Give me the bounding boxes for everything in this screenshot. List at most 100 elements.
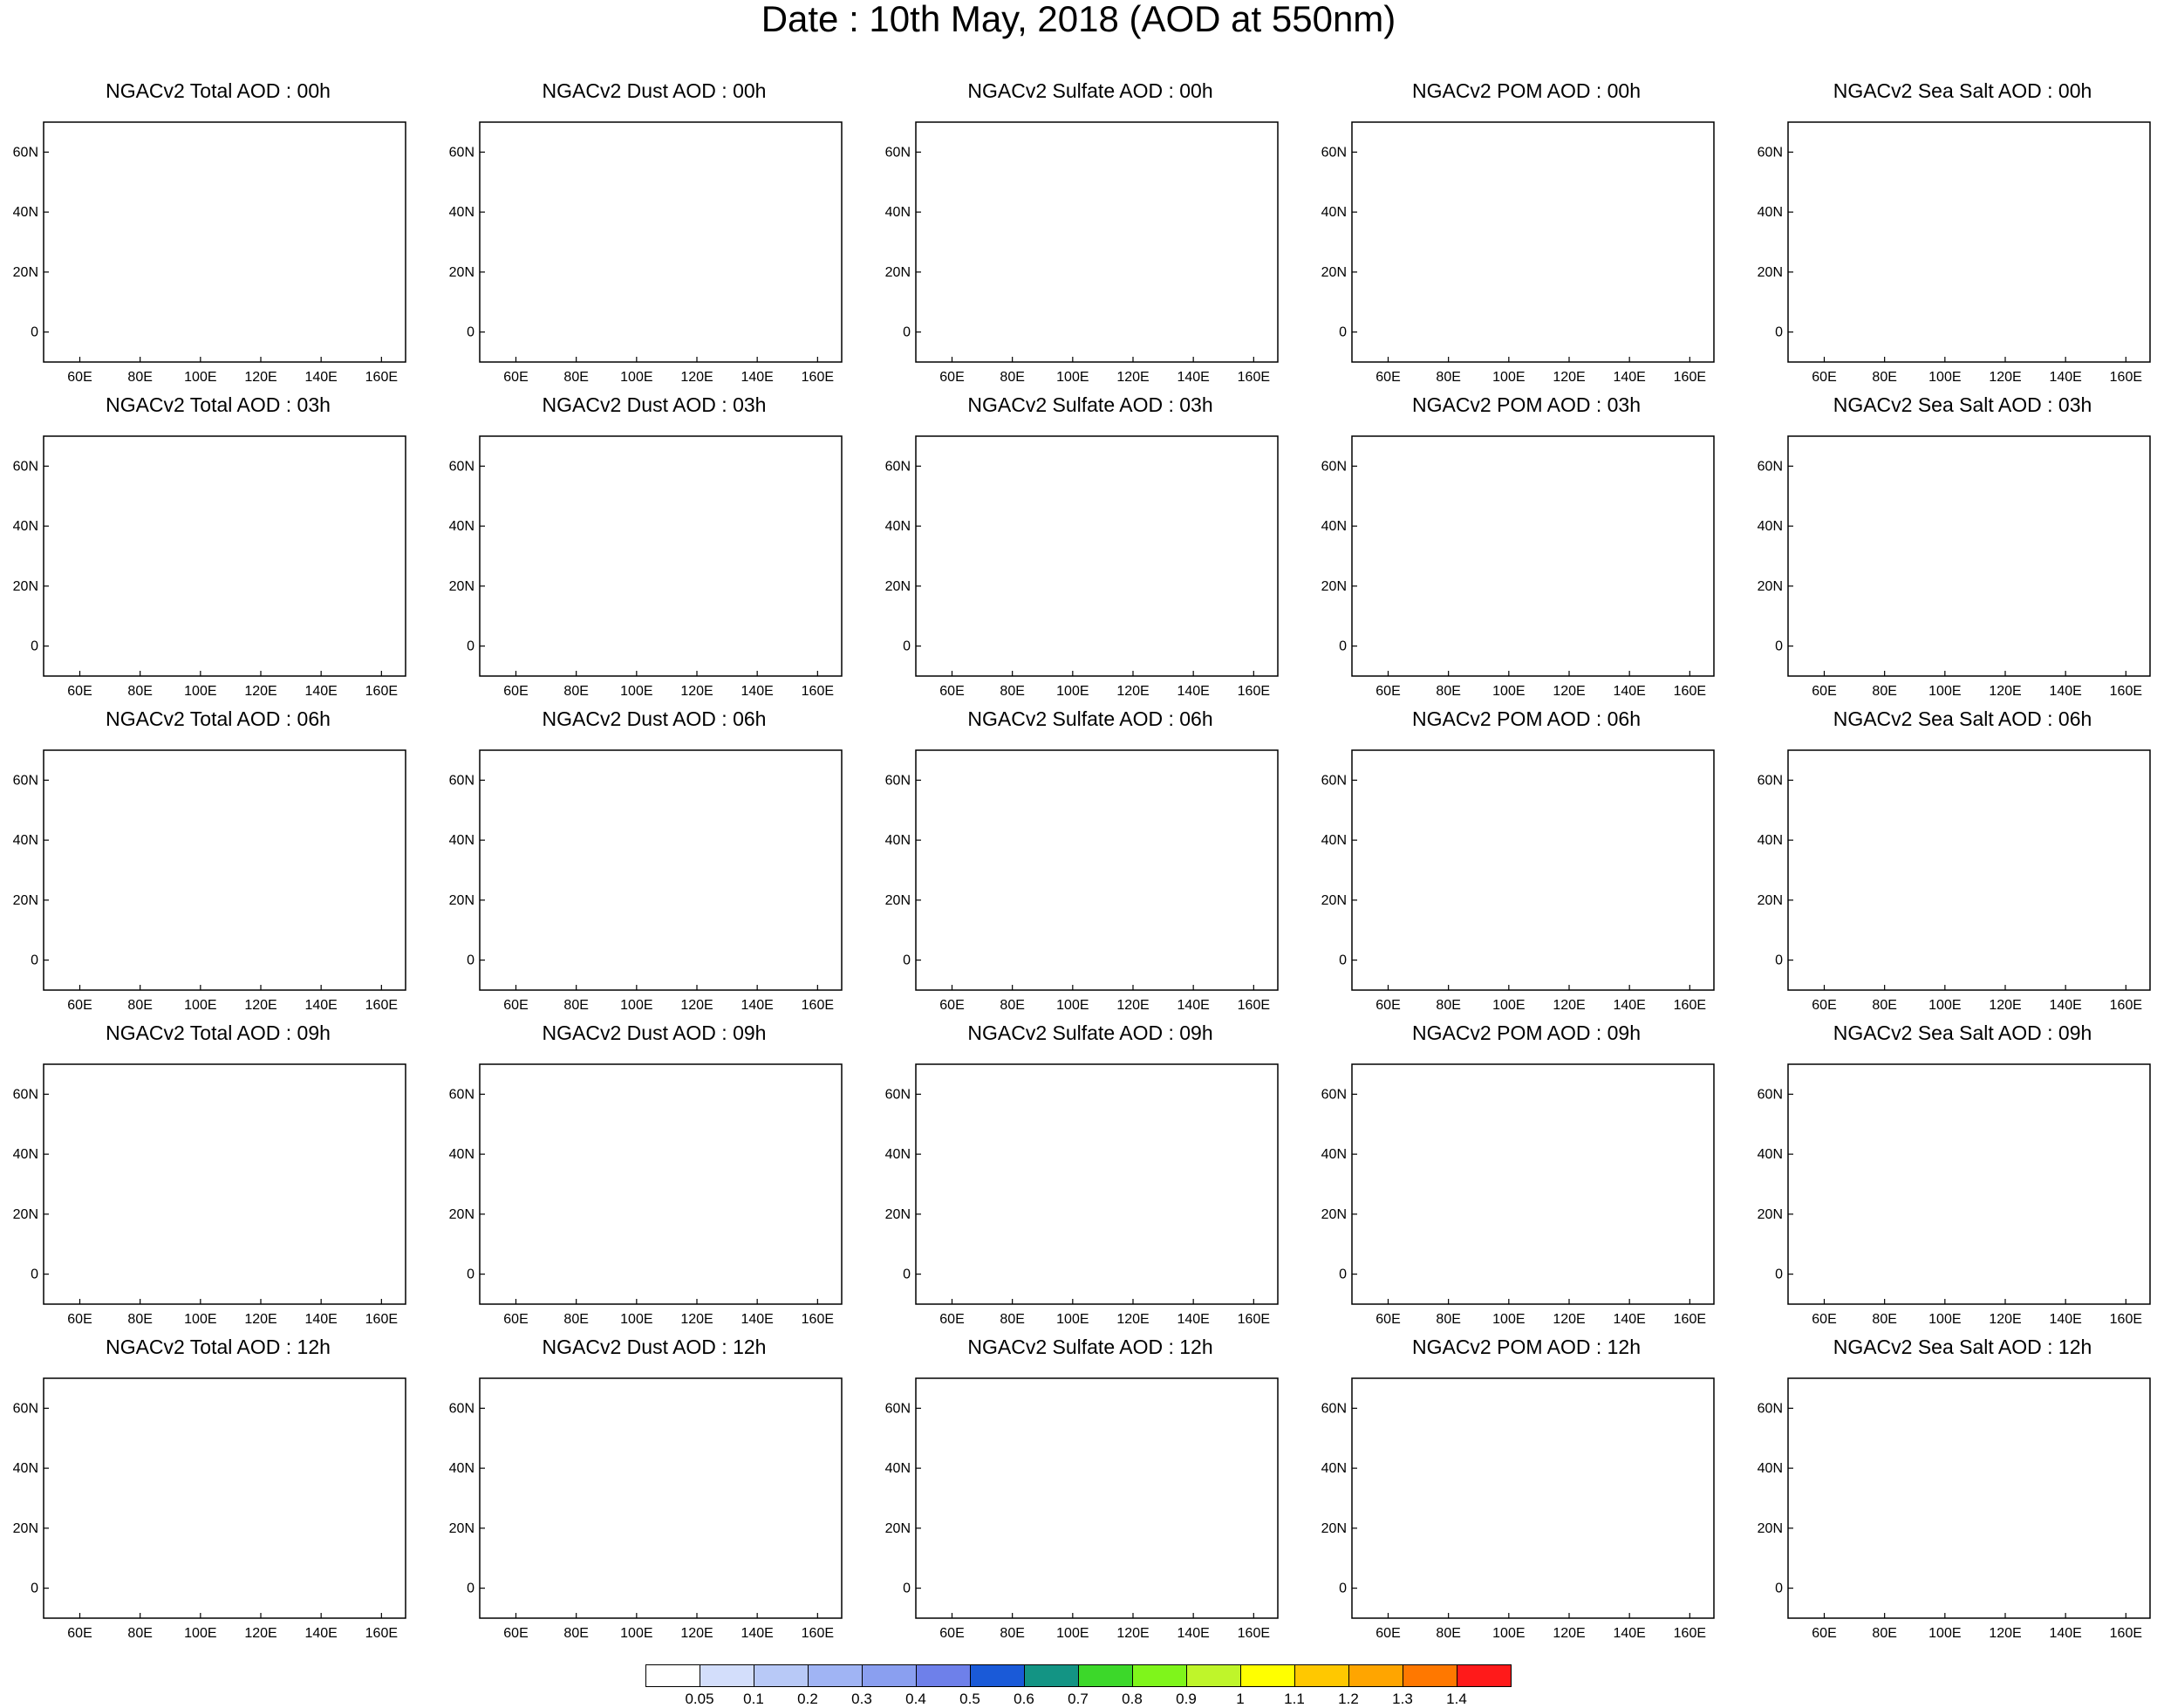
lon-tick-label: 100E xyxy=(1492,1312,1525,1327)
map-frame xyxy=(479,1377,843,1619)
lat-tick-label: 60N xyxy=(13,1087,38,1102)
lat-tick-label: 60N xyxy=(885,1087,911,1102)
lat-tick-label: 40N xyxy=(1758,1147,1783,1162)
lon-tick-label: 140E xyxy=(2049,1312,2081,1327)
lat-tick-label: 0 xyxy=(1339,1267,1347,1282)
lon-tick-label: 120E xyxy=(1989,1626,2021,1641)
panel-title: NGACv2 Total AOD : 00h xyxy=(106,79,331,102)
lon-tick-label: 140E xyxy=(1177,1626,1209,1641)
lat-tick-label: 40N xyxy=(1758,205,1783,220)
map-panel-total-12h: NGACv2 Total AOD : 12h 60E 80E 100E 120E 140E… xyxy=(0,1335,436,1649)
panel-title: NGACv2 Sea Salt AOD : 12h xyxy=(1833,1336,2092,1358)
lat-tick-label: 20N xyxy=(1321,893,1347,908)
lat-tick-label: 60N xyxy=(449,1401,474,1416)
colorbar-label: 0.4 xyxy=(905,1691,926,1707)
lon-tick-label: 100E xyxy=(1492,370,1525,385)
lat-tick-label: 20N xyxy=(885,1521,911,1536)
lon-tick-label: 80E xyxy=(563,684,588,699)
panel-title: NGACv2 Sea Salt AOD : 06h xyxy=(1833,707,2092,730)
lon-tick-label: 140E xyxy=(304,684,337,699)
lon-tick-label: 120E xyxy=(1116,370,1149,385)
lon-tick-label: 140E xyxy=(741,1312,773,1327)
map-frame xyxy=(1351,435,1715,677)
map-panel-sulfate-12h: NGACv2 Sulfate AOD : 12h 60E 80E 100E 120E 14… xyxy=(872,1335,1308,1649)
map-plot: 60E 80E 100E 120E 140E 160E 60N 40N 20N 0 xyxy=(885,1377,1279,1641)
lon-tick-label: 160E xyxy=(1238,684,1270,699)
lat-tick-label: 20N xyxy=(885,265,911,280)
lon-tick-label: 100E xyxy=(1056,998,1089,1013)
lat-tick-label: 40N xyxy=(1758,833,1783,848)
lon-tick-label: 160E xyxy=(1238,1312,1270,1327)
lon-tick-label: 160E xyxy=(2110,1626,2142,1641)
colorbar-swatch xyxy=(1294,1664,1349,1687)
lat-tick-label: 0 xyxy=(1775,1267,1783,1282)
lon-tick-label: 140E xyxy=(1177,370,1209,385)
map-panel-dust-00h: NGACv2 Dust AOD : 00h 60E 80E 100E 120E 140E 1… xyxy=(436,79,872,393)
colorbar-swatch xyxy=(970,1664,1025,1687)
colorbar-label: 1.3 xyxy=(1392,1691,1413,1707)
colorbar-swatch xyxy=(1186,1664,1241,1687)
lon-tick-label: 160E xyxy=(802,998,834,1013)
lat-tick-label: 40N xyxy=(1758,1461,1783,1476)
lon-tick-label: 120E xyxy=(1553,370,1585,385)
lon-tick-label: 60E xyxy=(1812,1312,1836,1327)
lat-tick-label: 0 xyxy=(1775,953,1783,968)
lon-tick-label: 100E xyxy=(1928,1312,1961,1327)
map-plot: 60E 80E 100E 120E 140E 160E 60N 40N 20N 0 xyxy=(1321,121,1715,385)
map-plot: 60E 80E 100E 120E 140E 160E 60N 40N 20N 0 xyxy=(13,749,406,1013)
colorbar-swatch xyxy=(808,1664,863,1687)
lon-tick-label: 80E xyxy=(1000,1312,1024,1327)
map-plot: 60E 80E 100E 120E 140E 160E 60N 40N 20N 0 xyxy=(1758,435,2151,699)
panel-title: NGACv2 Sea Salt AOD : 03h xyxy=(1833,393,2092,416)
lon-tick-label: 140E xyxy=(1613,370,1645,385)
lon-tick-label: 80E xyxy=(1000,998,1024,1013)
lon-tick-label: 60E xyxy=(503,684,528,699)
lon-tick-label: 140E xyxy=(2049,998,2081,1013)
panel-title: NGACv2 Sulfate AOD : 12h xyxy=(967,1336,1213,1358)
lat-tick-label: 0 xyxy=(467,953,474,968)
lon-tick-label: 120E xyxy=(1989,998,2021,1013)
lon-tick-label: 60E xyxy=(67,1312,92,1327)
lon-tick-label: 140E xyxy=(1613,1626,1645,1641)
lat-tick-label: 20N xyxy=(13,893,38,908)
lat-tick-label: 20N xyxy=(1758,1207,1783,1222)
lon-tick-label: 140E xyxy=(741,1626,773,1641)
map-plot: 60E 80E 100E 120E 140E 160E 60N 40N 20N 0 xyxy=(1758,121,2151,385)
lon-tick-label: 120E xyxy=(1553,684,1585,699)
lat-tick-label: 0 xyxy=(903,1267,911,1282)
lon-tick-label: 160E xyxy=(2110,998,2142,1013)
map-plot: 60E 80E 100E 120E 140E 160E 60N 40N 20N 0 xyxy=(13,1377,406,1641)
map-plot: 60E 80E 100E 120E 140E 160E 60N 40N 20N 0 xyxy=(1758,1063,2151,1327)
lat-tick-label: 40N xyxy=(1758,519,1783,534)
lat-tick-label: 0 xyxy=(467,325,474,340)
panel-title: NGACv2 Dust AOD : 00h xyxy=(542,79,767,102)
lon-tick-label: 140E xyxy=(1613,684,1645,699)
lon-tick-label: 120E xyxy=(1989,1312,2021,1327)
lon-tick-label: 60E xyxy=(67,998,92,1013)
map-panel-sea-salt-03h: NGACv2 Sea Salt AOD : 03h 60E 80E 100E 120E 1… xyxy=(1744,393,2157,707)
lat-tick-label: 20N xyxy=(1758,893,1783,908)
map-panel-sea-salt-06h: NGACv2 Sea Salt AOD : 06h 60E 80E 100E 120E 1… xyxy=(1744,707,2157,1021)
lat-tick-label: 0 xyxy=(1775,1582,1783,1596)
lat-tick-label: 0 xyxy=(467,1267,474,1282)
colorbar-label: 0.8 xyxy=(1122,1691,1143,1707)
lon-tick-label: 160E xyxy=(802,370,834,385)
lon-tick-label: 60E xyxy=(1812,370,1836,385)
lat-tick-label: 20N xyxy=(1321,579,1347,594)
lon-tick-label: 160E xyxy=(1238,1626,1270,1641)
lat-tick-label: 20N xyxy=(13,1521,38,1536)
lon-tick-label: 140E xyxy=(304,1626,337,1641)
lon-tick-label: 60E xyxy=(503,1312,528,1327)
lon-tick-label: 80E xyxy=(127,684,152,699)
colorbar-label: 0.05 xyxy=(685,1691,714,1707)
map-plot: 60E 80E 100E 120E 140E 160E 60N 40N 20N 0 xyxy=(1321,1063,1715,1327)
figure-title: Date : 10th May, 2018 (AOD at 550nm) xyxy=(761,0,1396,39)
lon-tick-label: 80E xyxy=(563,998,588,1013)
lon-tick-label: 60E xyxy=(503,1626,528,1641)
lon-tick-label: 100E xyxy=(620,370,652,385)
lat-tick-label: 40N xyxy=(449,205,474,220)
lon-tick-label: 100E xyxy=(184,684,216,699)
lon-tick-label: 60E xyxy=(939,1626,964,1641)
lat-tick-label: 20N xyxy=(449,265,474,280)
lat-tick-label: 60N xyxy=(449,1087,474,1102)
